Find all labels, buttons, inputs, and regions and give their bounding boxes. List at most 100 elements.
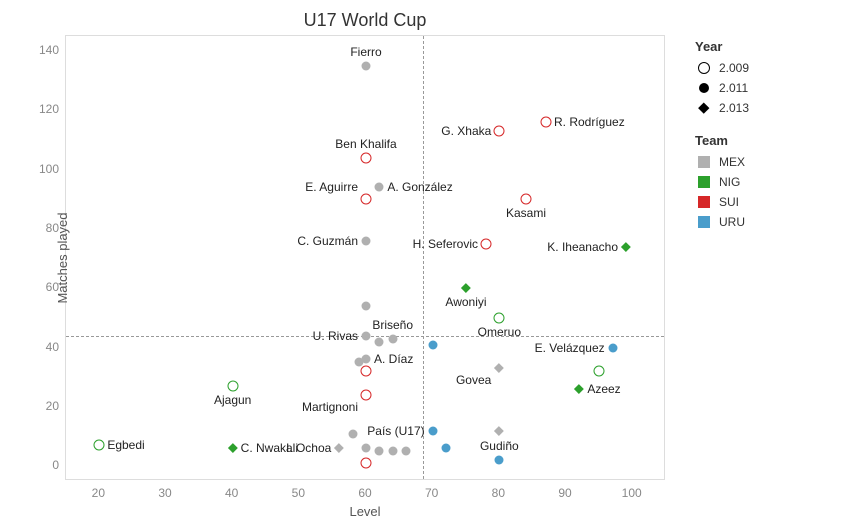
data-point[interactable] <box>388 447 397 456</box>
marker-icon <box>575 384 585 394</box>
data-point[interactable] <box>575 385 584 394</box>
y-tick-label: 40 <box>46 340 59 354</box>
data-point[interactable] <box>335 444 344 453</box>
legend-team-item[interactable]: MEX <box>695 152 745 172</box>
marker-icon <box>362 301 371 310</box>
marker-icon <box>428 426 437 435</box>
marker-icon <box>348 429 357 438</box>
marker-icon <box>361 389 372 400</box>
data-point[interactable] <box>361 458 372 469</box>
data-point[interactable] <box>462 284 471 293</box>
marker-icon <box>388 334 397 343</box>
data-point[interactable] <box>362 301 371 310</box>
x-tick-label: 90 <box>558 486 571 500</box>
marker-icon <box>362 61 371 70</box>
data-point[interactable] <box>348 429 357 438</box>
data-point[interactable] <box>521 194 532 205</box>
plot-area: FierroR. RodríguezG. XhakaBen KhalifaA. … <box>65 35 665 480</box>
x-axis-title: Level <box>349 504 380 519</box>
data-point-label: E. Velázquez <box>535 341 605 355</box>
data-point[interactable] <box>375 183 384 192</box>
data-point-label: I. Ochoa <box>286 441 331 455</box>
legend-team-item[interactable]: NIG <box>695 172 745 192</box>
ref-line-vertical <box>423 36 424 479</box>
data-point[interactable] <box>94 440 105 451</box>
data-point-label: E. Aguirre <box>305 180 358 194</box>
data-point[interactable] <box>227 381 238 392</box>
data-point-label: G. Xhaka <box>441 124 491 138</box>
data-point[interactable] <box>608 343 617 352</box>
legend-team-item[interactable]: URU <box>695 212 745 232</box>
legend-swatch-icon <box>695 216 713 228</box>
data-point[interactable] <box>402 447 411 456</box>
data-point-label: Egbedi <box>107 438 144 452</box>
legend-team-label: URU <box>719 215 745 229</box>
marker-icon <box>594 366 605 377</box>
marker-icon <box>402 447 411 456</box>
data-point[interactable] <box>362 236 371 245</box>
marker-icon <box>335 444 345 454</box>
data-point[interactable] <box>622 242 631 251</box>
data-point[interactable] <box>495 426 504 435</box>
data-point[interactable] <box>428 340 437 349</box>
marker-icon <box>494 312 505 323</box>
data-point[interactable] <box>541 117 552 128</box>
data-point[interactable] <box>481 238 492 249</box>
data-point[interactable] <box>362 331 371 340</box>
data-point-label: Azeez <box>587 382 620 396</box>
marker-icon <box>495 426 505 436</box>
legend-year-item[interactable]: 2.011 <box>695 78 749 98</box>
data-point-label: R. Rodríguez <box>554 115 625 129</box>
data-point-label: K. Iheanacho <box>547 240 618 254</box>
data-point[interactable] <box>494 312 505 323</box>
chart-container: U17 World Cup FierroR. RodríguezG. Xhaka… <box>0 0 854 519</box>
legend-year: Year 2.0092.0112.013 <box>695 39 749 118</box>
legend-year-item[interactable]: 2.009 <box>695 58 749 78</box>
chart-title: U17 World Cup <box>304 10 427 31</box>
marker-icon <box>621 242 631 252</box>
data-point[interactable] <box>362 61 371 70</box>
marker-icon <box>94 440 105 451</box>
marker-icon <box>375 337 384 346</box>
data-point-label: Martignoni <box>302 400 358 414</box>
marker-icon <box>388 447 397 456</box>
data-point[interactable] <box>361 389 372 400</box>
data-point[interactable] <box>442 444 451 453</box>
data-point-label: C. Guzmán <box>297 234 358 248</box>
data-point[interactable] <box>361 194 372 205</box>
y-axis-title: Matches played <box>55 212 70 303</box>
data-point[interactable] <box>594 366 605 377</box>
data-point[interactable] <box>361 366 372 377</box>
legend-marker-icon <box>695 83 713 93</box>
data-point[interactable] <box>362 444 371 453</box>
data-point-label: Awoniyi <box>445 295 486 309</box>
legend-year-label: 2.011 <box>719 81 748 95</box>
marker-icon <box>495 363 505 373</box>
marker-icon <box>461 283 471 293</box>
marker-icon <box>228 444 238 454</box>
x-tick-label: 70 <box>425 486 438 500</box>
data-point[interactable] <box>494 125 505 136</box>
marker-icon <box>361 152 372 163</box>
legend-team-item[interactable]: SUI <box>695 192 745 212</box>
marker-icon <box>428 340 437 349</box>
data-point[interactable] <box>495 364 504 373</box>
data-point[interactable] <box>375 447 384 456</box>
data-point[interactable] <box>495 456 504 465</box>
data-point[interactable] <box>375 337 384 346</box>
marker-icon <box>494 125 505 136</box>
data-point[interactable] <box>388 334 397 343</box>
marker-icon <box>362 331 371 340</box>
data-point[interactable] <box>428 426 437 435</box>
marker-icon <box>361 366 372 377</box>
data-point[interactable] <box>228 444 237 453</box>
data-point[interactable] <box>361 152 372 163</box>
y-tick-label: 120 <box>39 102 59 116</box>
legend-year-label: 2.009 <box>719 61 749 75</box>
data-point-label: Gudiño <box>480 439 519 453</box>
legend-year-item[interactable]: 2.013 <box>695 98 749 118</box>
x-tick-label: 80 <box>492 486 505 500</box>
legend-marker-icon <box>695 62 713 74</box>
legend-year-label: 2.013 <box>719 101 749 115</box>
marker-icon <box>481 238 492 249</box>
